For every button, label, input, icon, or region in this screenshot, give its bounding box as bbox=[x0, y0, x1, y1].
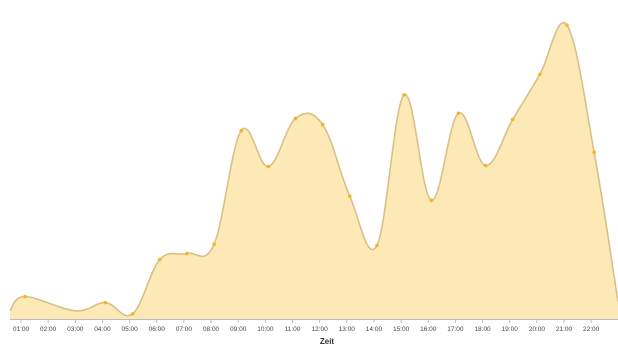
x-tick-label: 21:00 bbox=[556, 326, 573, 333]
x-tick-label: 10:00 bbox=[257, 326, 274, 333]
data-point bbox=[592, 150, 596, 154]
data-point bbox=[293, 116, 298, 121]
data-point bbox=[212, 242, 216, 247]
x-tick-label: 16:00 bbox=[420, 326, 437, 333]
data-point bbox=[483, 163, 488, 168]
x-tick-label: 18:00 bbox=[474, 326, 491, 333]
x-tick-label: 02:00 bbox=[40, 326, 57, 333]
data-point bbox=[456, 111, 461, 116]
area-fill bbox=[10, 22, 618, 320]
x-tick-label: 11:00 bbox=[285, 326, 301, 333]
data-point bbox=[239, 128, 243, 133]
x-tick-label: 04:00 bbox=[94, 326, 111, 333]
x-tick-label: 22:00 bbox=[583, 326, 600, 333]
x-tick-label: 13:00 bbox=[339, 326, 356, 333]
data-points bbox=[23, 23, 596, 316]
x-tick-label: 07:00 bbox=[176, 326, 193, 333]
data-point bbox=[429, 198, 434, 203]
data-point bbox=[320, 122, 325, 127]
x-tick-label: 05:00 bbox=[121, 326, 138, 333]
x-tick-label: 08:00 bbox=[203, 326, 220, 333]
data-point bbox=[266, 164, 271, 169]
x-tick-label: 17:00 bbox=[447, 326, 464, 333]
x-tick-label: 03:00 bbox=[67, 326, 84, 333]
x-tick-label: 20:00 bbox=[529, 326, 546, 333]
data-point bbox=[565, 23, 569, 28]
x-tick-label: 19:00 bbox=[502, 326, 519, 333]
x-tick-label: 12:00 bbox=[312, 326, 329, 333]
x-tick-label: 15:00 bbox=[393, 326, 410, 333]
x-axis-ticks: 01:00 02:00 03:00 04:00 05:00 06:00 07:00 08:00… bbox=[13, 319, 600, 333]
data-point bbox=[348, 194, 352, 198]
x-tick-label: 09:00 bbox=[230, 326, 247, 333]
data-point bbox=[157, 257, 162, 262]
data-point bbox=[130, 312, 135, 316]
data-point bbox=[402, 93, 406, 97]
data-point bbox=[185, 251, 189, 256]
data-point bbox=[538, 72, 542, 77]
x-tick-label: 14:00 bbox=[366, 326, 383, 333]
data-point bbox=[375, 243, 379, 248]
x-tick-label: 01:00 bbox=[13, 326, 30, 333]
x-tick-label: 06:00 bbox=[149, 326, 166, 333]
data-point bbox=[103, 300, 108, 305]
x-axis-title: Zeit bbox=[320, 337, 335, 346]
data-point bbox=[510, 117, 515, 122]
data-point bbox=[23, 294, 27, 299]
